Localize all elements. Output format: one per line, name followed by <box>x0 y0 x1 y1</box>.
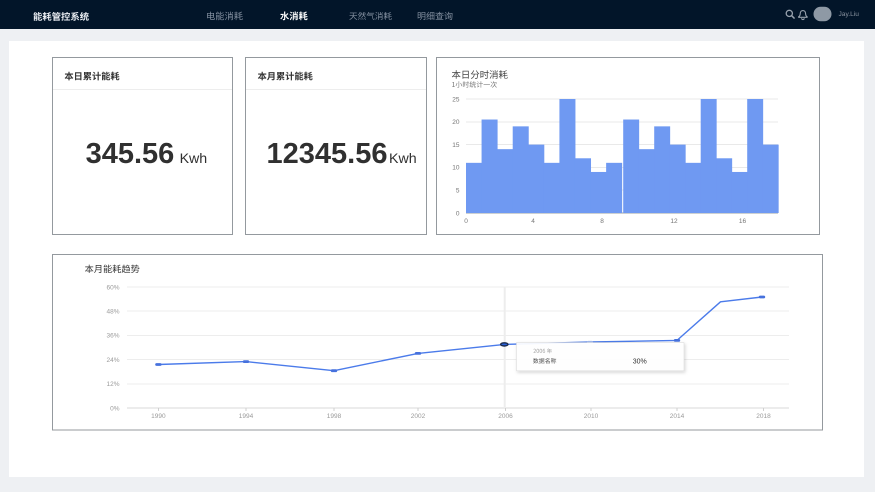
svg-text:1994: 1994 <box>239 413 254 420</box>
svg-text:2002: 2002 <box>411 413 426 420</box>
svg-text:2006: 2006 <box>498 413 513 420</box>
svg-text:1998: 1998 <box>327 413 342 420</box>
svg-text:Kwh: Kwh <box>180 151 208 167</box>
svg-text:0: 0 <box>464 218 468 225</box>
svg-text:5: 5 <box>456 188 460 195</box>
svg-text:12: 12 <box>670 218 678 225</box>
svg-text:2010: 2010 <box>584 413 599 420</box>
svg-text:15: 15 <box>452 142 460 149</box>
svg-text:20: 20 <box>452 119 460 126</box>
svg-text:48%: 48% <box>106 309 119 316</box>
svg-text:12%: 12% <box>106 381 119 388</box>
svg-text:345.56: 345.56 <box>86 138 175 170</box>
svg-text:10: 10 <box>452 165 460 172</box>
svg-text:24%: 24% <box>106 357 119 364</box>
svg-text:0%: 0% <box>110 405 120 412</box>
svg-text:12345.56: 12345.56 <box>267 138 388 170</box>
svg-text:36%: 36% <box>106 333 119 340</box>
svg-text:Kwh: Kwh <box>389 151 417 167</box>
svg-text:60%: 60% <box>106 284 119 291</box>
svg-text:1990: 1990 <box>151 413 166 420</box>
svg-text:4: 4 <box>531 218 535 225</box>
svg-text:25: 25 <box>452 96 460 103</box>
svg-text:0: 0 <box>456 210 460 217</box>
svg-text:Jay.Liu: Jay.Liu <box>839 11 860 18</box>
svg-text:8: 8 <box>600 218 604 225</box>
svg-text:16: 16 <box>739 218 747 225</box>
svg-text:2014: 2014 <box>670 413 685 420</box>
svg-text:30%: 30% <box>633 358 647 365</box>
svg-text:2018: 2018 <box>756 413 771 420</box>
